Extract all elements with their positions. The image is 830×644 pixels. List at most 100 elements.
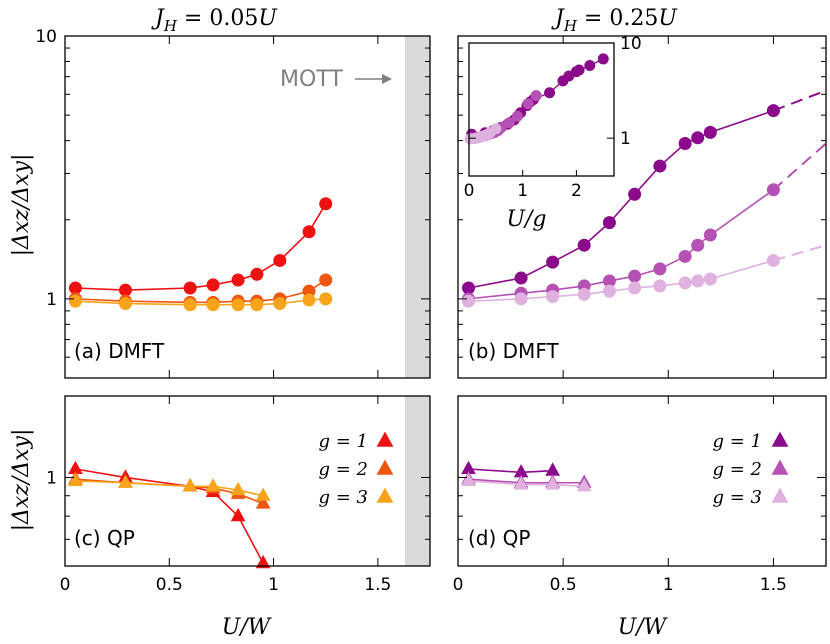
data-point — [68, 472, 83, 487]
data-point — [68, 294, 82, 308]
data-point — [691, 274, 705, 288]
data-point — [653, 262, 667, 276]
extrapolation-line-0 — [773, 89, 827, 112]
data-point — [513, 476, 529, 490]
data-point — [302, 293, 316, 307]
inset-y-tick-label: 1 — [620, 129, 631, 149]
x-axis: 0 0.5 1 1.5 — [60, 396, 391, 595]
plot-frame — [457, 35, 827, 379]
inset-point — [490, 123, 502, 135]
data-point — [183, 298, 197, 312]
inset-y-tick-label: 10 — [620, 34, 642, 54]
inset-point — [522, 98, 534, 110]
data-point — [678, 276, 692, 290]
data-point — [546, 290, 560, 304]
mott-label: MOTT — [280, 67, 343, 92]
plot-frame — [468, 42, 615, 177]
data-point — [653, 159, 667, 173]
data-point — [576, 478, 592, 492]
data-point — [302, 225, 316, 239]
data-point — [602, 274, 616, 288]
legend-marker-g2 — [376, 459, 394, 475]
plot-frame — [457, 395, 827, 567]
data-point — [678, 249, 692, 263]
data-point — [577, 238, 591, 252]
data-point — [183, 281, 197, 295]
data-point — [205, 478, 221, 492]
ylabel-top: |Δxz/Δxy| — [9, 154, 34, 257]
data-point — [231, 298, 245, 312]
data-point — [231, 273, 245, 287]
x-tick-label: 0.5 — [550, 575, 577, 595]
data-point — [68, 460, 83, 475]
inset-x-axis: 0 1 2 — [464, 170, 582, 201]
data-point — [206, 278, 220, 292]
data-point — [319, 273, 333, 287]
data-point — [545, 476, 560, 490]
series-line-2 — [468, 480, 585, 488]
data-point — [182, 478, 198, 492]
legend-marker-g1 — [376, 431, 394, 447]
legend-marker-g2 — [771, 459, 789, 475]
data-point — [255, 495, 271, 509]
legend-label-g3: g = 3 — [319, 487, 369, 508]
inset-xlabel: U/g — [506, 207, 546, 232]
legend-marker-g3 — [771, 487, 789, 503]
data-point — [653, 279, 667, 293]
data-point — [514, 271, 528, 285]
plot-frame — [64, 35, 431, 379]
data-point — [319, 197, 333, 211]
data-point — [118, 474, 133, 488]
y-axis: 1 10 — [35, 27, 430, 379]
inset-x-tick-label: 2 — [571, 181, 582, 201]
data-point — [628, 281, 642, 295]
data-point — [628, 187, 642, 201]
title-left: JH = 0.05U — [151, 6, 278, 35]
data-point — [703, 125, 717, 139]
inset-x-tick-label: 1 — [517, 181, 528, 201]
data-point — [255, 487, 271, 501]
inset: 1 10 0 1 2 U/g — [464, 34, 642, 232]
data-point — [118, 283, 132, 297]
data-point — [319, 292, 333, 306]
panel-label-b: (b) DMFT — [468, 339, 559, 363]
inset-point — [530, 90, 542, 102]
legend-label-g2: g = 2 — [319, 459, 369, 480]
data-point — [628, 269, 642, 283]
data-point — [691, 238, 705, 252]
data-point — [602, 284, 616, 298]
data-point — [602, 216, 616, 230]
data-point — [462, 294, 476, 308]
x-tick-label: 0 — [60, 575, 71, 595]
panel-a: 1 10 MOTT (a) DMFT — [35, 27, 431, 379]
panel-label-d: (d) QP — [468, 526, 530, 550]
panel-c: 1 0 0.5 1 1.5 g = 1 g = 2 g = 3 (c) QP — [46, 395, 431, 595]
data-point — [206, 298, 220, 312]
panel-d: 0 0.5 1 1.5 g = 1 g = 2 g = 3 (d) QP — [453, 395, 827, 595]
extrapolation-line-2 — [773, 244, 827, 262]
mott-region — [404, 36, 430, 378]
legend: g = 1 g = 2 g = 3 — [319, 431, 394, 508]
y-tick-label: 1 — [46, 468, 57, 488]
data-point — [545, 462, 560, 476]
mott-arrowhead — [382, 74, 392, 84]
x-tick-label: 0.5 — [156, 575, 183, 595]
data-point — [577, 287, 591, 301]
data-point — [461, 460, 476, 475]
data-point — [273, 297, 287, 311]
legend-label-g3: g = 3 — [713, 487, 763, 508]
data-point — [678, 136, 692, 150]
y-axis — [458, 476, 826, 567]
data-point — [766, 104, 780, 118]
x-axis: 0 0.5 1 1.5 — [453, 396, 787, 595]
data-point — [255, 554, 271, 569]
x-tick-label: 1 — [268, 575, 279, 595]
data-point — [250, 298, 264, 312]
data-point — [250, 267, 264, 281]
data-point — [691, 131, 705, 145]
plot-frame — [64, 395, 431, 567]
inset-point — [503, 117, 515, 129]
panel-label-c: (c) QP — [74, 526, 135, 550]
legend: g = 1 g = 2 g = 3 — [713, 431, 789, 508]
